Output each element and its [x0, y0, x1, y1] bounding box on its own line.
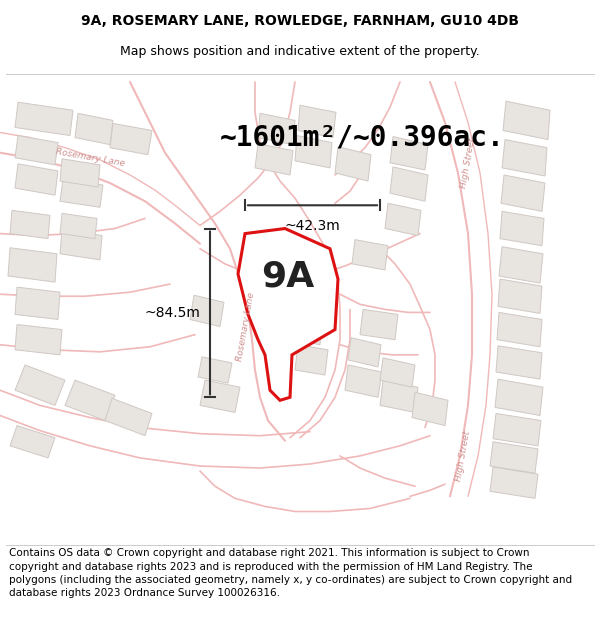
- Polygon shape: [255, 144, 293, 175]
- Text: Rosemary Lane: Rosemary Lane: [235, 291, 257, 362]
- Polygon shape: [498, 279, 542, 313]
- Polygon shape: [198, 357, 232, 383]
- Text: ~42.3m: ~42.3m: [284, 219, 340, 233]
- Polygon shape: [496, 346, 542, 379]
- Text: 9A: 9A: [262, 259, 314, 293]
- Polygon shape: [295, 136, 332, 168]
- Polygon shape: [501, 175, 545, 211]
- Polygon shape: [352, 239, 388, 270]
- Polygon shape: [15, 136, 58, 165]
- Polygon shape: [110, 123, 152, 155]
- Polygon shape: [380, 380, 418, 412]
- Polygon shape: [298, 105, 336, 138]
- Polygon shape: [495, 379, 543, 416]
- Polygon shape: [65, 380, 115, 421]
- Polygon shape: [345, 365, 382, 398]
- Polygon shape: [412, 392, 448, 426]
- Polygon shape: [503, 101, 550, 139]
- Polygon shape: [60, 159, 100, 187]
- Polygon shape: [10, 426, 55, 458]
- Polygon shape: [105, 398, 152, 436]
- Polygon shape: [60, 213, 97, 239]
- Polygon shape: [493, 414, 541, 446]
- Polygon shape: [15, 324, 62, 355]
- Polygon shape: [8, 248, 57, 282]
- Polygon shape: [499, 247, 543, 283]
- Polygon shape: [502, 139, 547, 176]
- Polygon shape: [190, 295, 224, 326]
- Polygon shape: [385, 203, 421, 236]
- Polygon shape: [390, 167, 428, 201]
- Polygon shape: [15, 365, 65, 406]
- Text: ~1601m²/~0.396ac.: ~1601m²/~0.396ac.: [220, 124, 505, 152]
- Text: ~84.5m: ~84.5m: [144, 306, 200, 320]
- Polygon shape: [258, 113, 295, 144]
- Text: Contains OS data © Crown copyright and database right 2021. This information is : Contains OS data © Crown copyright and d…: [9, 549, 572, 598]
- Text: High Street: High Street: [454, 430, 472, 482]
- Polygon shape: [295, 345, 328, 375]
- Polygon shape: [348, 338, 381, 367]
- Polygon shape: [490, 467, 538, 498]
- Polygon shape: [335, 147, 371, 181]
- Polygon shape: [75, 113, 113, 144]
- Text: 9A, ROSEMARY LANE, ROWLEDGE, FARNHAM, GU10 4DB: 9A, ROSEMARY LANE, ROWLEDGE, FARNHAM, GU…: [81, 14, 519, 28]
- Polygon shape: [500, 211, 544, 246]
- Polygon shape: [10, 211, 50, 239]
- Text: Map shows position and indicative extent of the property.: Map shows position and indicative extent…: [120, 44, 480, 58]
- Polygon shape: [295, 318, 322, 345]
- Polygon shape: [390, 136, 428, 170]
- Polygon shape: [497, 312, 542, 347]
- Polygon shape: [490, 442, 538, 473]
- Polygon shape: [60, 229, 102, 260]
- Polygon shape: [238, 229, 338, 401]
- Polygon shape: [60, 179, 103, 208]
- Text: Rosemary Lane: Rosemary Lane: [55, 148, 125, 168]
- Text: High Street: High Street: [459, 137, 477, 189]
- Polygon shape: [360, 309, 398, 340]
- Polygon shape: [15, 287, 60, 319]
- Polygon shape: [15, 164, 58, 195]
- Polygon shape: [200, 380, 240, 412]
- Polygon shape: [380, 358, 415, 387]
- Polygon shape: [15, 102, 73, 136]
